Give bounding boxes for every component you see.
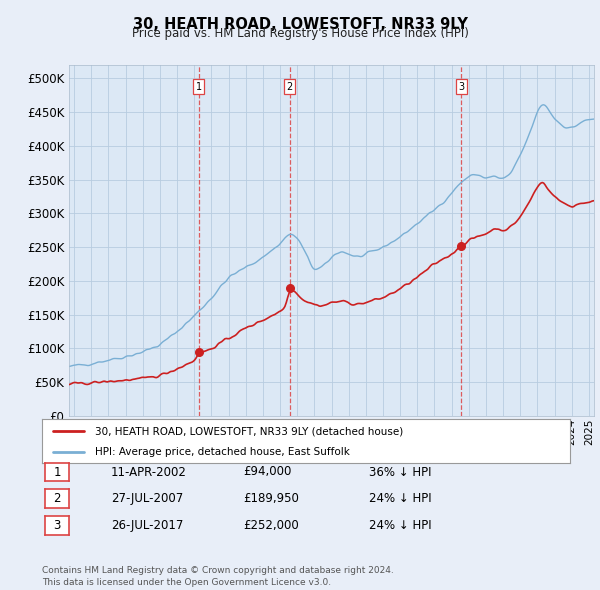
Text: HPI: Average price, detached house, East Suffolk: HPI: Average price, detached house, East… [95,447,350,457]
Text: 30, HEATH ROAD, LOWESTOFT, NR33 9LY (detached house): 30, HEATH ROAD, LOWESTOFT, NR33 9LY (det… [95,427,403,436]
Text: 30, HEATH ROAD, LOWESTOFT, NR33 9LY: 30, HEATH ROAD, LOWESTOFT, NR33 9LY [133,17,467,31]
Text: Contains HM Land Registry data © Crown copyright and database right 2024.
This d: Contains HM Land Registry data © Crown c… [42,566,394,587]
Text: 26-JUL-2017: 26-JUL-2017 [111,519,184,532]
Text: 36% ↓ HPI: 36% ↓ HPI [369,466,431,478]
Text: 11-APR-2002: 11-APR-2002 [111,466,187,478]
Text: 2: 2 [287,81,293,91]
Text: 2: 2 [53,492,61,505]
Text: £189,950: £189,950 [243,492,299,505]
Text: 1: 1 [196,81,202,91]
Text: 24% ↓ HPI: 24% ↓ HPI [369,519,431,532]
Text: £252,000: £252,000 [243,519,299,532]
Text: 24% ↓ HPI: 24% ↓ HPI [369,492,431,505]
Text: 3: 3 [53,519,61,532]
Text: £94,000: £94,000 [243,466,292,478]
Text: 1: 1 [53,466,61,478]
Text: 3: 3 [458,81,464,91]
Text: 27-JUL-2007: 27-JUL-2007 [111,492,183,505]
Text: Price paid vs. HM Land Registry's House Price Index (HPI): Price paid vs. HM Land Registry's House … [131,27,469,40]
